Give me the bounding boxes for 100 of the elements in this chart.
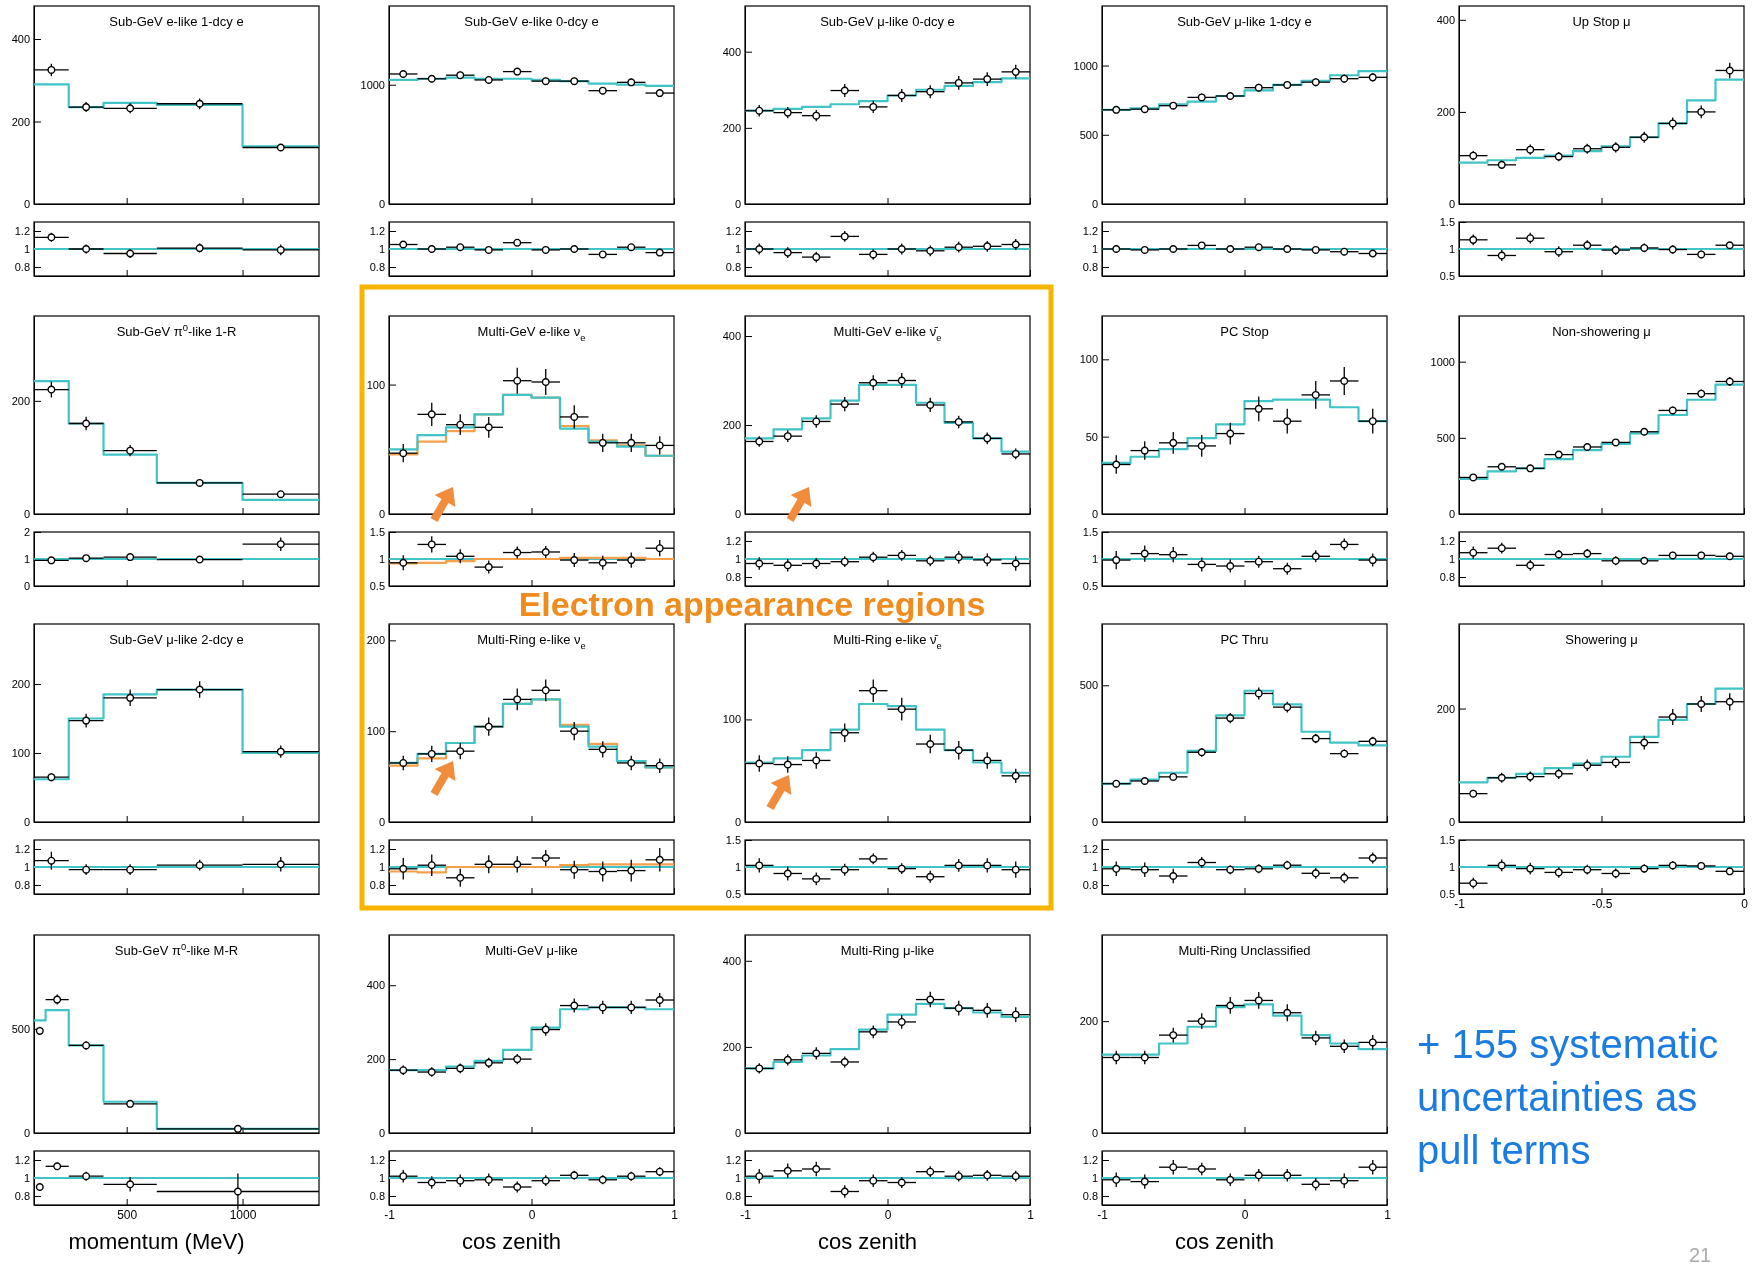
y-tick-label: 0.8 — [14, 261, 30, 274]
y-tick-label: 200 — [722, 419, 741, 432]
x-tick-label: 0 — [1241, 1207, 1249, 1222]
x-axis-title: cos zenith — [461, 1229, 562, 1254]
y-tick-label: 1 — [1448, 553, 1455, 566]
y-tick-label: 1.2 — [14, 1154, 30, 1167]
text: Up Stop μ — [1572, 14, 1631, 29]
y-tick-label: 1 — [23, 243, 30, 256]
y-tick-label: 1 — [378, 861, 385, 874]
y-tick-label: 0 — [1091, 198, 1098, 211]
y-tick-label: 0.8 — [369, 1190, 385, 1203]
y-tick-label: 0 — [734, 816, 741, 829]
y-tick-label: 0 — [23, 1127, 30, 1140]
x-axis-title: momentum (MeV) — [68, 1229, 245, 1254]
y-tick-label: 1 — [734, 243, 741, 256]
y-tick-label: 1 — [1091, 1172, 1098, 1185]
y-tick-label: 0.8 — [1439, 571, 1455, 584]
y-tick-label: 0.5 — [725, 888, 741, 901]
y-tick-label: 0.8 — [1082, 1190, 1098, 1203]
y-tick-label: 0 — [23, 816, 30, 829]
text: Sub-GeV e-like 0-dcy e — [464, 14, 599, 29]
x-tick-label: 500 — [117, 1207, 138, 1222]
y-tick-label: 0 — [23, 508, 30, 521]
y-tick-label: 0 — [378, 198, 385, 211]
y-tick-label: 1.2 — [14, 843, 30, 856]
text: Multi-GeV e-like ν$_{e}$ — [477, 324, 586, 343]
x-tick-label: -1 — [1454, 896, 1466, 911]
y-tick-label: 100 — [366, 725, 385, 738]
text: Sub-GeV μ-like 0-dcy e — [820, 14, 955, 29]
y-tick-label: 0 — [734, 198, 741, 211]
y-tick-label: 1.5 — [725, 834, 741, 847]
text: Multi-Ring e-like ν̄$_{e}$ — [833, 632, 942, 651]
text: Multi-Ring Unclassified — [1178, 943, 1311, 958]
y-tick-label: 1.2 — [1439, 535, 1455, 548]
x-tick-label: 1 — [1027, 1207, 1035, 1222]
y-tick-label: 1000 — [1430, 355, 1455, 368]
y-tick-label: 1 — [378, 553, 385, 566]
y-tick-label: 0 — [1091, 1127, 1098, 1140]
x-axis-title: cos zenith — [817, 1229, 918, 1254]
y-tick-label: 100 — [11, 747, 30, 760]
text: 21 — [1688, 1244, 1712, 1266]
y-tick-label: 1.2 — [1082, 225, 1098, 238]
x-tick-label: -0.5 — [1591, 896, 1613, 911]
y-tick-label: 0 — [23, 198, 30, 211]
y-tick-label: 1 — [1091, 243, 1098, 256]
text: Sub-GeV π$^{0}$-like M-R — [114, 942, 239, 958]
text: Multi-Ring μ-like — [840, 943, 935, 958]
y-tick-label: 1 — [23, 1172, 30, 1185]
y-tick-label: 0.5 — [1439, 888, 1455, 901]
text: Sub-GeV μ-like 2-dcy e — [109, 632, 244, 647]
x-tick-label: -1 — [740, 1207, 752, 1222]
text: Sub-GeV π$^{0}$-like 1-R — [116, 323, 237, 339]
y-tick-label: 1.2 — [725, 1154, 741, 1167]
x-tick-label: -1 — [1097, 1207, 1109, 1222]
y-tick-label: 0 — [1448, 198, 1455, 211]
y-tick-label: 0.8 — [725, 571, 741, 584]
y-tick-label: 1.2 — [725, 225, 741, 238]
y-tick-label: 1 — [1091, 861, 1098, 874]
y-tick-label: 1 — [378, 243, 385, 256]
y-tick-label: 1000 — [360, 78, 385, 91]
y-tick-label: 1 — [1448, 243, 1455, 256]
y-tick-label: 1 — [1448, 861, 1455, 874]
y-tick-label: 1.2 — [369, 1154, 385, 1167]
y-tick-label: 400 — [366, 979, 385, 992]
x-tick-label: 0 — [528, 1207, 536, 1222]
y-tick-label: 0 — [1448, 508, 1455, 521]
y-tick-label: 1.5 — [1439, 834, 1455, 847]
y-tick-label: 400 — [722, 954, 741, 967]
y-tick-label: 0 — [378, 508, 385, 521]
y-tick-label: 1 — [23, 553, 30, 566]
y-tick-label: 1 — [734, 861, 741, 874]
y-tick-label: 1.5 — [1439, 216, 1455, 229]
y-tick-label: 0 — [378, 1127, 385, 1140]
y-tick-label: 0.8 — [725, 261, 741, 274]
y-tick-label: 0.8 — [369, 261, 385, 274]
y-tick-label: 1000 — [1073, 59, 1098, 72]
x-tick-label: 0 — [884, 1207, 892, 1222]
y-tick-label: 1.5 — [369, 526, 385, 539]
y-tick-label: 200 — [11, 394, 30, 407]
text: + 155 systematic uncertainties as pull terms — [1417, 1022, 1730, 1172]
y-tick-label: 200 — [722, 121, 741, 134]
y-tick-label: 200 — [366, 1053, 385, 1066]
y-tick-label: 0.5 — [1082, 580, 1098, 593]
y-tick-label: 0.8 — [369, 879, 385, 892]
y-tick-label: 1.2 — [14, 225, 30, 238]
x-tick-label: 1 — [1384, 1207, 1392, 1222]
text: Multi-GeV μ-like — [485, 943, 578, 958]
y-tick-label: 100 — [1079, 353, 1098, 366]
y-tick-label: 500 — [1079, 128, 1098, 141]
y-tick-label: 200 — [11, 115, 30, 128]
y-tick-label: 200 — [11, 678, 30, 691]
y-tick-label: 1 — [734, 1172, 741, 1185]
text: Non-showering μ — [1552, 324, 1651, 339]
y-tick-label: 200 — [1436, 702, 1455, 715]
y-tick-label: 400 — [11, 33, 30, 46]
y-tick-label: 500 — [1436, 431, 1455, 444]
y-tick-label: 1.2 — [369, 843, 385, 856]
y-tick-label: 1 — [734, 553, 741, 566]
y-tick-label: 400 — [722, 45, 741, 58]
y-tick-label: 1.2 — [725, 535, 741, 548]
